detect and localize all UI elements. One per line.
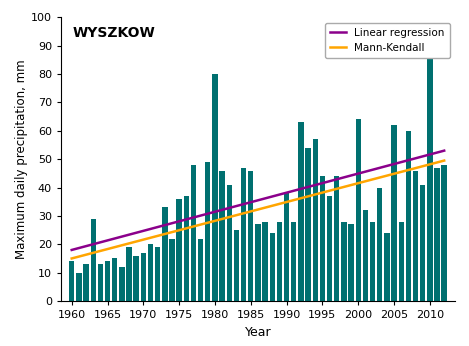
Bar xyxy=(305,148,311,301)
Bar xyxy=(76,273,82,301)
Bar xyxy=(434,168,440,301)
Bar xyxy=(126,247,132,301)
Bar xyxy=(413,171,418,301)
Bar xyxy=(327,196,332,301)
Bar xyxy=(363,210,368,301)
Bar xyxy=(119,267,125,301)
Bar xyxy=(406,131,411,301)
Bar xyxy=(427,29,432,301)
Bar xyxy=(255,225,261,301)
Bar xyxy=(141,253,146,301)
Bar xyxy=(184,196,189,301)
Bar xyxy=(370,221,375,301)
Text: WYSZKOW: WYSZKOW xyxy=(73,26,156,40)
Bar xyxy=(83,264,89,301)
Bar xyxy=(148,244,153,301)
Bar xyxy=(399,221,404,301)
Bar xyxy=(234,230,239,301)
Bar xyxy=(356,119,361,301)
Bar xyxy=(98,264,103,301)
Bar xyxy=(162,207,167,301)
Bar xyxy=(348,225,354,301)
Y-axis label: Maximum daily precipitation, mm: Maximum daily precipitation, mm xyxy=(15,60,28,259)
Bar xyxy=(112,258,117,301)
Legend: Linear regression, Mann-Kendall: Linear regression, Mann-Kendall xyxy=(325,22,450,58)
Bar xyxy=(420,185,425,301)
Bar xyxy=(191,165,196,301)
Bar xyxy=(377,188,382,301)
Bar xyxy=(169,239,174,301)
Bar xyxy=(134,256,139,301)
Bar xyxy=(291,221,296,301)
Bar xyxy=(241,168,246,301)
Bar xyxy=(205,162,211,301)
Bar xyxy=(212,74,218,301)
Bar xyxy=(320,176,325,301)
Bar xyxy=(263,221,268,301)
Bar xyxy=(384,233,390,301)
Bar xyxy=(312,139,318,301)
Bar xyxy=(105,261,110,301)
Bar xyxy=(248,171,253,301)
Bar xyxy=(219,171,225,301)
Bar xyxy=(69,261,75,301)
Bar xyxy=(176,199,182,301)
Bar xyxy=(391,125,397,301)
Bar xyxy=(298,122,303,301)
Bar xyxy=(284,193,289,301)
X-axis label: Year: Year xyxy=(245,326,271,339)
Bar xyxy=(277,221,282,301)
Bar xyxy=(91,219,96,301)
Bar xyxy=(270,233,275,301)
Bar xyxy=(341,221,347,301)
Bar xyxy=(198,239,204,301)
Bar xyxy=(155,247,160,301)
Bar xyxy=(334,176,340,301)
Bar xyxy=(441,165,447,301)
Bar xyxy=(227,185,232,301)
